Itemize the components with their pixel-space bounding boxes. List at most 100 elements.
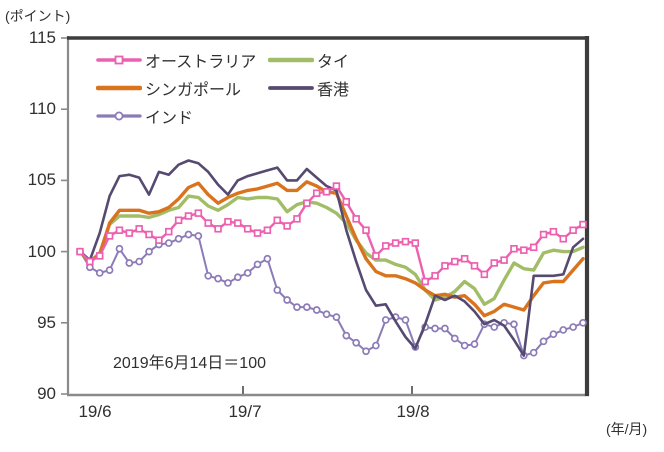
y-tick-label: 115 <box>28 28 56 47</box>
marker-circle <box>579 318 587 327</box>
x-tick-label: 19/6 <box>78 402 112 421</box>
x-tick-label: 19/7 <box>228 402 262 421</box>
marker-square <box>401 237 410 246</box>
marker-circle <box>312 306 321 314</box>
marker-circle <box>174 234 183 243</box>
legend-item-singapore: シンガポール <box>96 76 241 100</box>
marker-square <box>431 272 439 280</box>
marker-square <box>293 215 301 223</box>
marker-circle <box>372 341 380 350</box>
marker-square <box>332 182 341 190</box>
marker-square <box>234 219 242 227</box>
marker-square <box>579 220 587 229</box>
marker-square <box>559 235 568 243</box>
marker-circle <box>352 338 361 347</box>
legend-label-singapore: シンガポール <box>145 82 242 99</box>
marker-circle <box>263 254 272 263</box>
marker-square <box>115 226 124 234</box>
legend-label-hongkong: 香港 <box>317 82 350 99</box>
marker-square <box>451 257 459 266</box>
marker-circle <box>184 230 193 239</box>
legend-item-australia: オーストラリア <box>96 48 256 72</box>
marker-square <box>204 219 212 227</box>
legend-swatch-thailand <box>268 57 314 63</box>
marker-square <box>421 277 429 286</box>
series-markers-india <box>76 230 587 360</box>
marker-circle <box>115 244 124 253</box>
marker-square <box>529 243 538 252</box>
marker-circle <box>569 323 577 331</box>
marker-square <box>500 256 508 264</box>
marker-square <box>214 225 222 233</box>
marker-square <box>165 227 173 236</box>
marker-square <box>391 239 400 247</box>
marker-circle <box>135 257 144 266</box>
marker-square <box>95 252 104 260</box>
marker-circle <box>233 273 242 282</box>
series-line-australia <box>78 184 585 283</box>
legend-label-india: インド <box>145 110 194 127</box>
marker-circle <box>381 316 390 324</box>
marker-square <box>490 259 498 267</box>
marker-square <box>441 262 449 270</box>
marker-square <box>283 222 291 230</box>
series-line-thailand <box>78 194 585 306</box>
x-axis-unit-label: (年/月) <box>606 421 648 437</box>
marker-circle <box>283 296 291 304</box>
marker-circle <box>450 334 459 343</box>
marker-square <box>342 198 351 206</box>
series-markers-australia <box>76 182 587 286</box>
marker-square <box>372 252 380 260</box>
x-tick-label: 19/8 <box>396 402 430 421</box>
marker-circle <box>253 260 262 269</box>
marker-circle <box>224 279 232 287</box>
marker-square <box>125 229 134 237</box>
marker-circle <box>490 323 499 331</box>
marker-circle <box>273 286 282 294</box>
marker-circle <box>95 269 104 277</box>
marker-circle <box>529 348 538 357</box>
marker-circle <box>401 316 410 324</box>
marker-circle <box>302 303 311 311</box>
series-line-singapore <box>78 180 585 318</box>
marker-square <box>224 217 232 226</box>
y-tick-label: 100 <box>27 241 56 261</box>
marker-square <box>362 226 370 234</box>
marker-square <box>194 209 203 217</box>
marker-square <box>480 270 489 279</box>
marker-square <box>145 230 153 239</box>
marker-circle <box>322 310 331 319</box>
marker-square <box>135 225 143 233</box>
marker-square <box>312 189 321 197</box>
marker-square <box>273 216 282 225</box>
y-tick-label: 105 <box>27 170 56 190</box>
marker-square <box>411 239 420 247</box>
marker-square <box>460 254 469 263</box>
marker-circle <box>431 324 439 333</box>
marker-circle <box>539 337 548 346</box>
marker-circle <box>332 313 341 321</box>
legend-swatch-india <box>96 111 142 121</box>
marker-circle <box>293 303 301 311</box>
marker-circle <box>342 331 351 340</box>
legend-item-india: インド <box>96 104 193 128</box>
marker-circle <box>214 274 222 283</box>
legend-label-australia: オーストラリア <box>145 54 257 71</box>
series-line-india <box>79 233 584 357</box>
marker-circle <box>460 341 469 350</box>
legend-item-thailand: タイ <box>268 48 349 72</box>
marker-circle <box>125 259 134 267</box>
legend-swatch-australia <box>96 55 142 65</box>
marker-circle <box>145 247 153 256</box>
legend-label-thailand: タイ <box>317 54 350 71</box>
base-index-note: 2019年6月14日＝100 <box>113 355 266 372</box>
marker-circle <box>549 330 558 339</box>
marker-square <box>263 226 272 234</box>
marker-square <box>253 229 262 237</box>
marker-circle <box>164 239 173 247</box>
y-tick-label: 110 <box>28 99 56 119</box>
y-tick-label: 95 <box>37 312 56 332</box>
y-tick-label: 90 <box>37 384 56 403</box>
y-axis-unit-label: (ポイント) <box>5 8 71 24</box>
